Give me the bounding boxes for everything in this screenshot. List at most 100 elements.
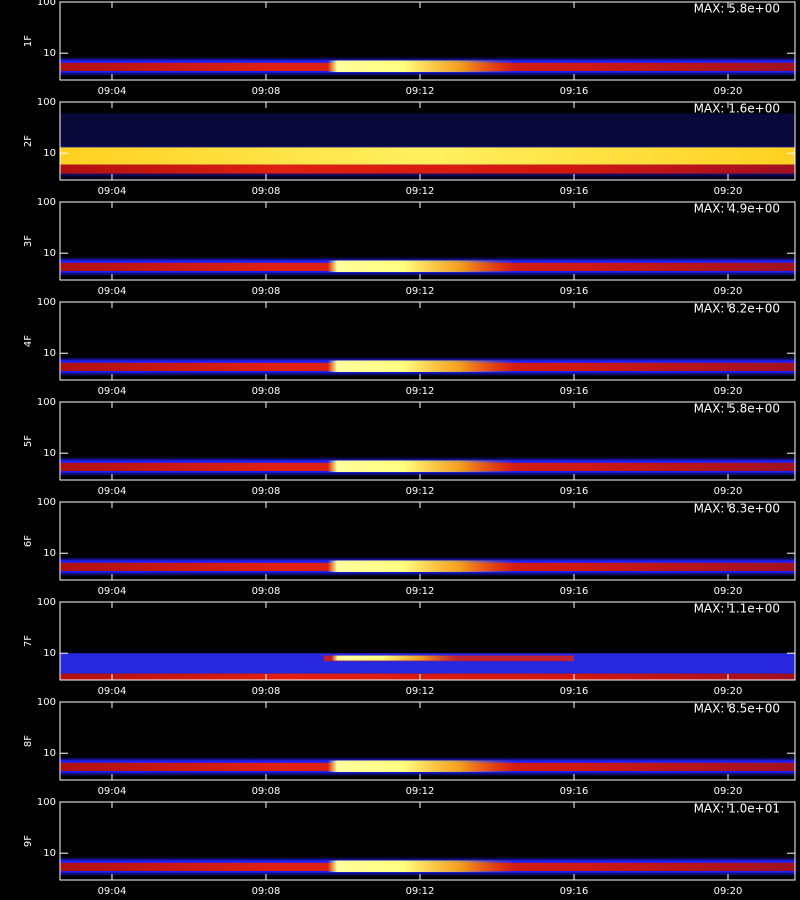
x-tick-label: 09:16 [560,386,589,397]
x-tick-label: 09:20 [714,186,743,197]
y-tick-label: 100 [37,497,56,508]
x-tick-label: 09:12 [406,386,435,397]
plot-frame [59,1,796,81]
y-tick-label: 10 [43,148,56,159]
band-yellow [60,147,795,165]
band-hot [327,360,517,372]
max-label: MAX: 5.8e+00 [694,402,780,416]
y-axis-label: 1F [23,35,34,47]
band-bottom [60,673,795,680]
x-tick-label: 09:04 [98,86,127,97]
band-hot [327,860,517,872]
y-tick-label: 10 [43,848,56,859]
y-tick-label: 100 [37,197,56,208]
x-tick-label: 09:20 [714,786,743,797]
x-tick-label: 09:04 [98,186,127,197]
x-tick-label: 09:08 [252,486,281,497]
y-tick-label: 100 [37,597,56,608]
max-label: MAX: 8.3e+00 [694,502,780,516]
x-tick-label: 09:08 [252,386,281,397]
x-tick-label: 09:04 [98,686,127,697]
x-tick-label: 09:20 [714,586,743,597]
plot-frame [59,701,796,781]
x-tick-label: 09:20 [714,286,743,297]
x-tick-label: 09:08 [252,586,281,597]
x-tick-label: 09:04 [98,486,127,497]
x-tick-label: 09:08 [252,186,281,197]
y-axis-label: 9F [23,835,34,847]
max-label: MAX: 4.9e+00 [694,202,780,216]
band-hot [327,60,517,72]
x-tick-label: 09:08 [252,786,281,797]
x-tick-label: 09:16 [560,186,589,197]
band-hot [327,260,517,272]
x-tick-label: 09:12 [406,686,435,697]
x-tick-label: 09:08 [252,686,281,697]
x-tick-label: 09:16 [560,586,589,597]
y-tick-label: 100 [37,397,56,408]
x-tick-label: 09:16 [560,286,589,297]
y-tick-label: 100 [37,697,56,708]
plot-frame [59,101,796,181]
plot-frame [59,201,796,281]
x-tick-label: 09:12 [406,186,435,197]
x-tick-label: 09:12 [406,86,435,97]
band-hot [331,655,459,661]
x-tick-label: 09:16 [560,686,589,697]
y-axis-label: 8F [23,735,34,747]
panel: 10 100 09:04 09:08 09:12 09:16 09:20 5F MAX: 5.8… [23,397,796,497]
panel: 10 100 09:04 09:08 09:12 09:16 09:20 1F MAX: 5.8… [23,0,796,97]
panel: 10 100 09:04 09:08 09:12 09:16 09:20 6F MAX: 8.3… [23,497,796,597]
x-tick-label: 09:04 [98,886,127,897]
y-tick-label: 100 [37,0,56,8]
y-tick-label: 10 [43,648,56,659]
plot-frame [59,501,796,581]
max-label: MAX: 5.8e+00 [694,2,780,16]
panel: 10 100 09:04 09:08 09:12 09:16 09:20 4F MAX: 8.2… [23,297,796,397]
y-axis-label: 7F [23,635,34,647]
plot-frame [59,301,796,381]
y-tick-label: 100 [37,297,56,308]
x-tick-label: 09:04 [98,786,127,797]
panel: 10 100 09:04 09:08 09:12 09:16 09:20 8F MAX: 8.5… [23,697,796,797]
max-label: MAX: 8.5e+00 [694,702,780,716]
x-tick-label: 09:16 [560,886,589,897]
max-label: MAX: 8.2e+00 [694,302,780,316]
band-hot [327,760,517,772]
y-axis-label: 5F [23,435,34,447]
plot-frame [59,801,796,881]
x-tick-label: 09:16 [560,86,589,97]
x-tick-label: 09:04 [98,586,127,597]
y-tick-label: 10 [43,448,56,459]
x-tick-label: 09:08 [252,286,281,297]
y-axis-label: 4F [23,335,34,347]
band-red [60,164,795,174]
x-tick-label: 09:04 [98,386,127,397]
x-tick-label: 09:12 [406,886,435,897]
y-tick-label: 100 [37,97,56,108]
y-axis-label: 6F [23,535,34,547]
y-axis-label: 2F [23,135,34,147]
max-label: MAX: 1.1e+00 [694,602,780,616]
x-tick-label: 09:16 [560,786,589,797]
band-hot [327,460,517,472]
x-tick-label: 09:08 [252,886,281,897]
max-label: MAX: 1.0e+01 [694,802,780,816]
y-tick-label: 10 [43,748,56,759]
x-tick-label: 09:16 [560,486,589,497]
y-tick-label: 100 [37,797,56,808]
x-tick-label: 09:12 [406,286,435,297]
y-tick-label: 10 [43,248,56,259]
max-label: MAX: 1.6e+00 [694,102,780,116]
x-tick-label: 09:20 [714,86,743,97]
panel: 10 100 09:04 09:08 09:12 09:16 09:20 7F MAX: 1.1… [23,597,796,697]
y-tick-label: 10 [43,48,56,59]
y-axis-label: 3F [23,235,34,247]
plot-frame [59,401,796,481]
x-tick-label: 09:20 [714,486,743,497]
band-blue [60,653,795,674]
x-tick-label: 09:20 [714,686,743,697]
panel: 10 100 09:04 09:08 09:12 09:16 09:20 3F MAX: 4.9… [23,197,796,297]
